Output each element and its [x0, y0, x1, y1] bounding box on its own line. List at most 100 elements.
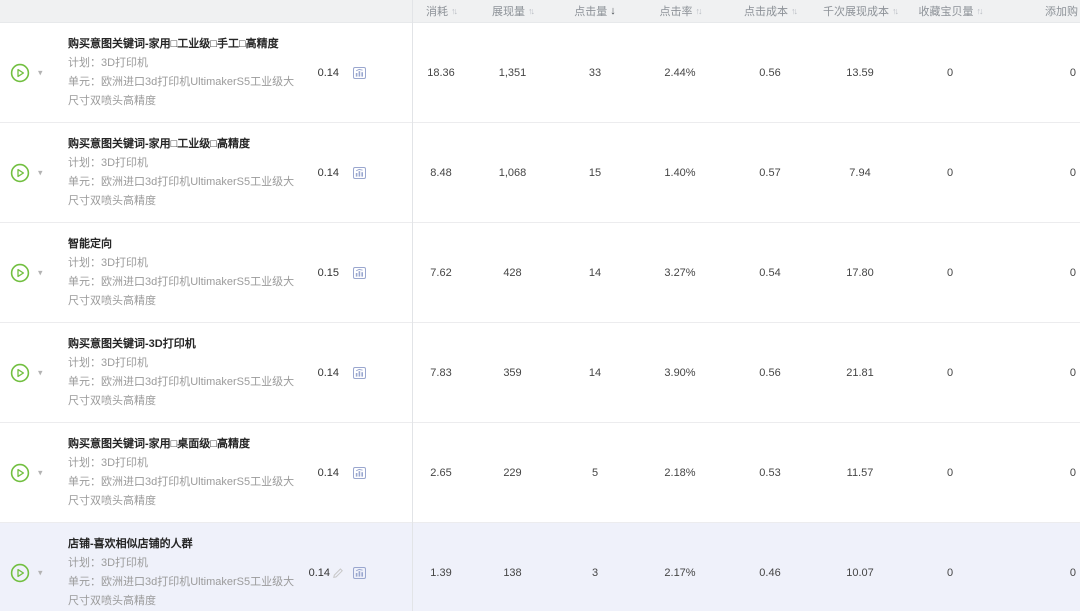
- column-header-clicks[interactable]: 点击量 ↓: [555, 0, 635, 22]
- row-left-pane: ▾ 购买意图关键词-家用□工业级□高精度 计划：3D打印机 单元：欧洲进口3d打…: [0, 123, 412, 222]
- metric-cell: 21.81: [846, 366, 874, 379]
- campaign-info: 智能定向 计划：3D打印机 单元：欧洲进口3d打印机UltimakerS5工业级…: [68, 235, 304, 311]
- column-label: 展现量: [492, 6, 525, 18]
- play-status-icon[interactable]: [10, 563, 30, 583]
- metric-cell: 0: [1069, 566, 1076, 579]
- chevron-down-icon[interactable]: ▾: [38, 267, 43, 277]
- chart-icon[interactable]: [353, 166, 366, 179]
- campaign-name[interactable]: 智能定向: [68, 237, 112, 250]
- play-status-icon[interactable]: [10, 463, 30, 483]
- campaign-name[interactable]: 店铺-喜欢相似店铺的人群: [68, 537, 193, 550]
- campaign-name[interactable]: 购买意图关键词-3D打印机: [68, 337, 196, 350]
- metric-cell: 0.53: [759, 466, 781, 479]
- metric-cells: 2.65 229 5 2.18% 0.53 11.57 0 0: [412, 423, 1080, 522]
- metric-cell: 14: [588, 266, 602, 279]
- campaign-info: 购买意图关键词-家用□桌面级□高精度 计划：3D打印机 单元：欧洲进口3d打印机…: [68, 435, 304, 511]
- metric-cell: 33: [588, 66, 602, 79]
- metric-cell: 10.07: [846, 566, 874, 579]
- campaign-name[interactable]: 购买意图关键词-家用□桌面级□高精度: [68, 437, 250, 450]
- bid-value: 0.14: [317, 166, 339, 179]
- chart-icon[interactable]: [353, 266, 366, 279]
- play-status-icon[interactable]: [10, 363, 30, 383]
- sort-icon[interactable]: ↑↓: [451, 5, 458, 16]
- column-header-cpc[interactable]: 点击成本 ↑↓: [725, 0, 815, 22]
- chevron-down-icon[interactable]: ▾: [38, 567, 43, 577]
- metric-cell: 428: [503, 266, 522, 279]
- play-status-icon[interactable]: [10, 263, 30, 283]
- chevron-down-icon[interactable]: ▾: [38, 167, 43, 177]
- column-label: 千次展现成本: [823, 6, 889, 18]
- table-row: ▾ 智能定向 计划：3D打印机 单元：欧洲进口3d打印机UltimakerS5工…: [0, 223, 1080, 323]
- bid-value: 0.14: [317, 66, 339, 79]
- chevron-down-icon[interactable]: ▾: [38, 67, 43, 77]
- column-label: 点击量: [574, 6, 608, 18]
- metric-cell: 1.40%: [664, 166, 696, 179]
- column-label: 添加购: [1045, 6, 1078, 18]
- row-left-pane: ▾ 智能定向 计划：3D打印机 单元：欧洲进口3d打印机UltimakerS5工…: [0, 223, 412, 322]
- play-status-icon[interactable]: [10, 63, 30, 83]
- bid-value: 0.15: [317, 266, 339, 279]
- metric-cell: 0: [1069, 366, 1076, 379]
- plan-line: 计划：3D打印机: [68, 356, 149, 369]
- metric-cell: 0.57: [759, 166, 781, 179]
- metric-cell: 1,068: [498, 166, 527, 179]
- column-header-favorites[interactable]: 收藏宝贝量 ↑↓: [905, 0, 995, 22]
- column-header-impressions[interactable]: 展现量 ↑↓: [470, 0, 555, 22]
- chart-icon[interactable]: [353, 66, 366, 79]
- metric-cell: 0: [946, 66, 954, 79]
- column-header-cpm[interactable]: 千次展现成本 ↑↓: [815, 0, 905, 22]
- metric-cell: 0: [1069, 166, 1076, 179]
- play-status-icon[interactable]: [10, 163, 30, 183]
- column-header-consume[interactable]: 消耗 ↑↓: [412, 0, 470, 22]
- metric-cell: 359: [503, 366, 522, 379]
- sort-icon[interactable]: ↑↓: [791, 5, 798, 16]
- metric-cell: 0: [946, 566, 954, 579]
- campaign-name[interactable]: 购买意图关键词-家用□工业级□手工□高精度: [68, 37, 279, 50]
- edit-bid-pencil-icon[interactable]: [332, 567, 344, 579]
- metric-cell: 2.17%: [664, 566, 696, 579]
- unit-line: 单元：欧洲进口3d打印机UltimakerS5工业级大尺寸双喷头高精度: [68, 175, 295, 207]
- metric-cell: 0: [946, 366, 954, 379]
- unit-line: 单元：欧洲进口3d打印机UltimakerS5工业级大尺寸双喷头高精度: [68, 475, 295, 507]
- bid-group: 0.14: [300, 466, 366, 479]
- metric-cell: 3.27%: [664, 266, 696, 279]
- metric-cell: 0: [946, 166, 954, 179]
- metric-cell: 0.54: [759, 266, 781, 279]
- metric-cells: 8.48 1,068 15 1.40% 0.57 7.94 0 0: [412, 123, 1080, 222]
- metric-cell: 0: [1069, 466, 1076, 479]
- metric-cell: 2.44%: [664, 66, 696, 79]
- bid-group: 0.14: [300, 166, 366, 179]
- metric-cells: 7.62 428 14 3.27% 0.54 17.80 0 0: [412, 223, 1080, 322]
- chart-icon[interactable]: [353, 566, 366, 579]
- sort-icon-active-desc[interactable]: ↓: [610, 4, 616, 17]
- table-header: 消耗 ↑↓ 展现量 ↑↓ 点击量 ↓ 点击率 ↑↓ 点击成本 ↑↓ 千次展现成本…: [0, 0, 1080, 23]
- metric-cell: 3: [591, 566, 599, 579]
- column-header-add-cart[interactable]: 添加购: [995, 0, 1080, 22]
- metric-cell: 0.56: [759, 366, 781, 379]
- metric-cell: 7.62: [430, 266, 452, 279]
- chevron-down-icon[interactable]: ▾: [38, 467, 43, 477]
- sort-icon[interactable]: ↑↓: [976, 5, 984, 16]
- chevron-down-icon[interactable]: ▾: [38, 367, 43, 377]
- bid-value: 0.14: [308, 566, 330, 579]
- sort-icon[interactable]: ↑↓: [695, 5, 703, 16]
- sort-icon[interactable]: ↑↓: [892, 5, 899, 16]
- plan-line: 计划：3D打印机: [68, 556, 149, 569]
- bid-group: 0.14: [300, 566, 366, 579]
- metric-cell: 0: [1069, 66, 1076, 79]
- unit-line: 单元：欧洲进口3d打印机UltimakerS5工业级大尺寸双喷头高精度: [68, 375, 295, 407]
- bid-value: 0.14: [317, 466, 339, 479]
- campaign-info: 店铺-喜欢相似店铺的人群 计划：3D打印机 单元：欧洲进口3d打印机Ultima…: [68, 535, 304, 611]
- campaign-info: 购买意图关键词-家用□工业级□手工□高精度 计划：3D打印机 单元：欧洲进口3d…: [68, 35, 304, 111]
- unit-line: 单元：欧洲进口3d打印机UltimakerS5工业级大尺寸双喷头高精度: [68, 575, 295, 607]
- metric-cell: 1,351: [498, 66, 527, 79]
- chart-icon[interactable]: [353, 366, 366, 379]
- unit-line: 单元：欧洲进口3d打印机UltimakerS5工业级大尺寸双喷头高精度: [68, 275, 295, 307]
- campaign-name[interactable]: 购买意图关键词-家用□工业级□高精度: [68, 137, 250, 150]
- metric-cell: 8.48: [430, 166, 452, 179]
- sort-icon[interactable]: ↑↓: [528, 5, 535, 16]
- chart-icon[interactable]: [353, 466, 366, 479]
- metric-cell: 0: [946, 466, 954, 479]
- column-header-ctr[interactable]: 点击率 ↑↓: [635, 0, 725, 22]
